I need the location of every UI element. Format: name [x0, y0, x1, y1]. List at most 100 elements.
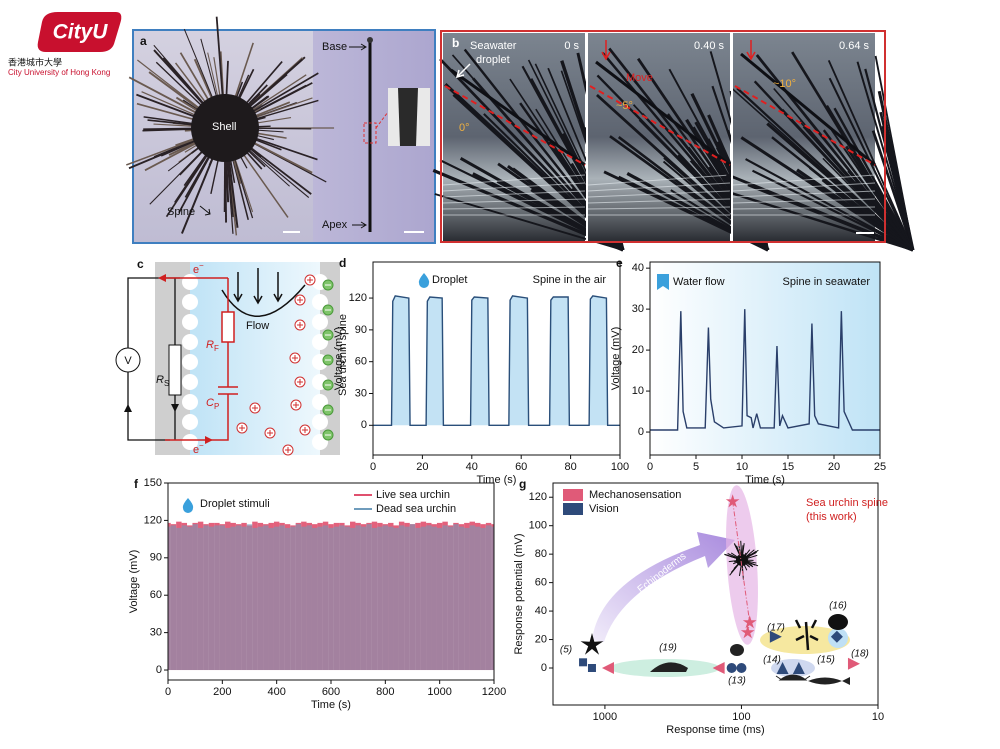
logo-chinese: 香港城市大學: [8, 56, 62, 67]
signal-bar: [431, 526, 437, 671]
y-tick-label: 60: [355, 356, 367, 368]
light-streak: [587, 206, 731, 210]
surface-bump: [182, 294, 198, 310]
rf-label: R: [206, 339, 214, 351]
zoom-arrow: [375, 111, 389, 129]
y-axis-label: Voltage (mV): [128, 550, 140, 614]
y-axis-label: Response potential (mV): [513, 533, 525, 654]
y-tick-label: 30: [150, 627, 162, 639]
legend-swatch: [563, 489, 583, 501]
x-tick-label: 5: [693, 461, 699, 473]
signal-bar: [235, 525, 242, 671]
y-tick-label: 90: [150, 552, 162, 564]
marker-triangle-up: [792, 662, 805, 674]
droplet-icon: [182, 498, 194, 513]
line: [373, 295, 620, 427]
red-circuit: [165, 277, 238, 441]
signal-bar: [263, 525, 269, 671]
signal-bar: [426, 525, 432, 671]
surface-bump: [312, 414, 328, 430]
photo-spine: [827, 59, 914, 251]
signal-bar: [168, 526, 171, 671]
connector: [732, 501, 751, 633]
frame-time: 0 s: [564, 40, 579, 52]
highlight: [760, 626, 850, 654]
x-tick-label: 1200: [482, 686, 506, 698]
y-tick-label: 0: [156, 664, 162, 676]
signal-bar: [181, 525, 188, 671]
legend-swatch: [563, 503, 583, 515]
light-streak: [587, 190, 731, 198]
photo-spine: [752, 169, 914, 251]
surface-bump: [182, 334, 198, 350]
annotation: (13): [728, 676, 746, 687]
droplet-arrow: [455, 63, 471, 79]
annotation: Spine in the air: [533, 274, 607, 286]
panel-a-frame: [132, 29, 436, 244]
x-tick-label: 100: [611, 461, 629, 473]
signal-bar: [290, 526, 296, 671]
signal-bar: [317, 526, 323, 671]
light-streak: [732, 198, 876, 204]
signal-bar: [398, 525, 405, 671]
signal-bar: [480, 527, 486, 671]
marker-circle: [736, 663, 747, 673]
zoom-box: [363, 122, 377, 144]
photo-spine: [736, 87, 914, 251]
x-tick-label: 0: [165, 686, 171, 698]
cp-label: C: [206, 397, 214, 409]
plot-background: [650, 262, 880, 455]
electron: e: [193, 264, 199, 276]
side-label: Sea urchin spine: [337, 314, 349, 396]
surface-particles: [182, 274, 334, 456]
droplet-label: Seawater: [470, 40, 517, 52]
signal-bar: [393, 527, 399, 671]
spine-base: [367, 37, 373, 43]
annotation: (17): [767, 623, 785, 634]
angle-label: 0°: [459, 122, 470, 134]
electron: e: [193, 444, 199, 456]
panel-label: c: [137, 257, 144, 271]
signal-bar: [436, 527, 443, 671]
x-axis-label: Response time (ms): [666, 724, 764, 736]
logo-english: City University of Hong Kong: [8, 68, 110, 77]
marker-square: [587, 664, 596, 672]
signal-bar: [301, 526, 307, 671]
y-tick-label: 80: [535, 548, 547, 560]
signal-bar: [485, 525, 492, 671]
annotation: Sea urchin spine: [806, 497, 888, 509]
surface-bump: [312, 394, 328, 410]
surface-bump: [312, 314, 328, 330]
annotation: Droplet stimuli: [200, 498, 270, 510]
x-tick-label: 80: [564, 461, 576, 473]
photo-spine: [881, 125, 914, 251]
signal-bar: [350, 527, 356, 671]
urchin-shell: [191, 94, 259, 162]
signal-bar: [230, 526, 236, 671]
annotation: (18): [851, 649, 869, 660]
label-apex: Apex: [322, 219, 348, 231]
signal-bar: [491, 526, 494, 671]
signal-bar: [273, 526, 280, 671]
light-streak: [587, 182, 731, 192]
annotation: (5): [560, 645, 572, 656]
y-tick-label: 60: [535, 577, 547, 589]
photo-spine: [833, 107, 915, 251]
current-arrows: [124, 404, 179, 412]
annotation: (this work): [806, 511, 857, 523]
legend-label: Dead sea urchin: [376, 503, 456, 515]
annotation: (15): [817, 655, 835, 666]
x-tick-label: 400: [267, 686, 285, 698]
fish-icon: [808, 677, 850, 685]
annotation: (14): [763, 655, 781, 666]
angle-label: ~5°: [616, 100, 633, 112]
x-tick-label: 800: [376, 686, 394, 698]
photo-spine: [874, 55, 914, 251]
signal-bar: [170, 525, 177, 671]
signal-bar: [284, 527, 291, 671]
signal-bar: [366, 524, 372, 671]
flow-curve: [221, 284, 306, 317]
x-tick-label: 10: [872, 711, 884, 723]
y-tick-label: 40: [535, 605, 547, 617]
